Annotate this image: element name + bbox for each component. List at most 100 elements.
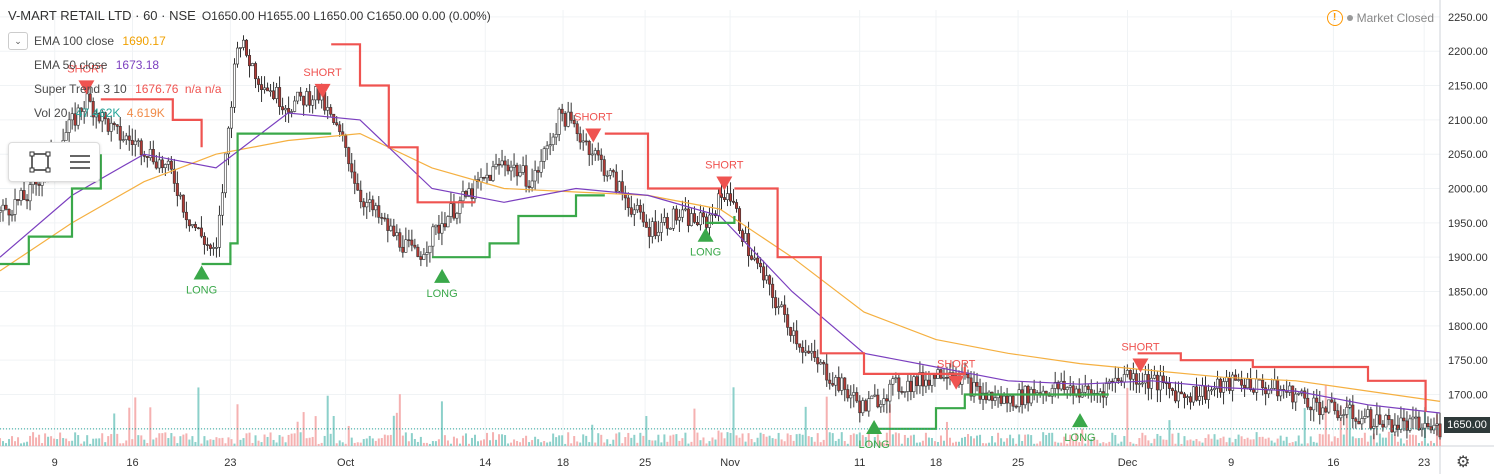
volume-bar xyxy=(380,438,383,446)
volume-bar xyxy=(687,443,690,446)
volume-bar xyxy=(660,442,663,446)
candle-body xyxy=(1002,395,1006,404)
volume-bar xyxy=(988,442,991,446)
indicator-volume[interactable]: Vol 20 47.462K 4.619K xyxy=(34,106,165,120)
candle-body xyxy=(828,379,832,384)
candle-body xyxy=(193,224,197,229)
volume-bar xyxy=(1069,434,1072,446)
list-settings-icon[interactable] xyxy=(67,149,93,175)
volume-bar xyxy=(525,435,528,446)
volume-bar xyxy=(936,441,939,446)
candle-body xyxy=(1360,418,1364,425)
candle-body xyxy=(202,235,206,245)
candle-body xyxy=(293,100,297,112)
volume-bar xyxy=(738,437,741,446)
volume-bar xyxy=(558,435,561,446)
candle-body xyxy=(1345,407,1349,415)
volume-bar xyxy=(1063,436,1066,446)
volume-bar xyxy=(1285,436,1288,446)
volume-bar xyxy=(973,438,976,446)
candle-body xyxy=(617,181,621,192)
rectangle-tool-icon[interactable] xyxy=(27,149,53,175)
volume-bar xyxy=(17,437,20,446)
volume-bar xyxy=(1363,432,1366,446)
candle-body xyxy=(1216,378,1220,389)
volume-bar xyxy=(176,443,179,446)
volume-bar xyxy=(994,442,997,446)
candle-body xyxy=(232,63,236,108)
market-status[interactable]: ! Market Closed xyxy=(1326,10,1434,26)
candle-body xyxy=(780,304,784,307)
volume-bar xyxy=(810,437,813,446)
volume-bar xyxy=(555,437,558,446)
candle-body xyxy=(154,161,158,169)
candle-body xyxy=(374,205,378,211)
candle-body xyxy=(837,377,841,391)
x-tick-label: 25 xyxy=(1012,457,1024,469)
volume-bar xyxy=(1228,437,1231,446)
volume-bar xyxy=(266,436,269,446)
candle-body xyxy=(701,212,705,218)
candle-body xyxy=(181,194,185,213)
volume-bar xyxy=(8,439,11,446)
indicator-supertrend[interactable]: Super Trend 3 10 1676.76 n/a n/a xyxy=(34,82,222,96)
candle-body xyxy=(1420,427,1424,431)
volume-bar xyxy=(669,435,672,446)
supertrend-up-segment xyxy=(201,132,332,266)
candle-body xyxy=(458,200,462,214)
volume-bar xyxy=(723,438,726,446)
settings-gear-icon[interactable]: ⚙ xyxy=(1456,454,1471,471)
y-tick-label: 1800.00 xyxy=(1448,321,1488,333)
candle-body xyxy=(1161,375,1165,384)
volume-bar xyxy=(849,434,852,446)
volume-bar xyxy=(248,432,251,446)
indicator-ema50[interactable]: EMA 50 close 1673.18 xyxy=(34,58,160,72)
volume-bar xyxy=(1267,437,1270,446)
volume-bar xyxy=(125,440,128,446)
volume-bar xyxy=(885,432,888,446)
candle-body xyxy=(527,185,531,188)
volume-bar xyxy=(756,437,759,446)
volume-bar xyxy=(954,441,957,446)
candle-body xyxy=(260,84,264,90)
volume-bar xyxy=(371,438,374,446)
candle-body xyxy=(810,350,814,354)
collapse-legend-button[interactable]: ⌄ xyxy=(8,32,28,50)
volume-bar xyxy=(374,440,377,446)
volume-bar xyxy=(1174,443,1177,446)
volume-bar xyxy=(476,441,479,446)
candle-body xyxy=(73,113,77,126)
volume-bar xyxy=(1093,436,1096,446)
candle-body xyxy=(726,193,730,200)
long-signal-arrow xyxy=(697,227,714,242)
candle-body xyxy=(861,400,865,414)
volume-bar xyxy=(239,439,242,446)
volume-bar xyxy=(50,436,53,446)
candle-body xyxy=(434,224,438,228)
candle-body xyxy=(972,382,976,397)
volume-bar xyxy=(1369,435,1372,446)
volume-bar xyxy=(407,441,410,446)
candle-body xyxy=(1065,387,1069,390)
candle-body xyxy=(239,47,243,49)
candle-body xyxy=(1170,388,1174,392)
candle-body xyxy=(488,174,492,181)
long-signal-label: LONG xyxy=(186,284,217,296)
volume-bar xyxy=(747,433,750,446)
volume-bar xyxy=(1183,436,1186,446)
volume-bar xyxy=(1318,433,1321,446)
volume-bar xyxy=(293,433,296,446)
candle-body xyxy=(145,156,149,158)
candle-body xyxy=(1062,380,1066,390)
volume-bar xyxy=(921,440,924,446)
volume-bar xyxy=(831,433,834,446)
candle-body xyxy=(599,154,603,160)
candle-body xyxy=(876,394,880,408)
volume-bar xyxy=(1135,443,1138,446)
volume-bar xyxy=(41,443,44,446)
volume-bar xyxy=(434,441,437,446)
candle-body xyxy=(1210,389,1214,392)
short-signal-label: SHORT xyxy=(303,67,342,79)
indicator-ema100[interactable]: EMA 100 close 1690.17 xyxy=(34,34,166,48)
